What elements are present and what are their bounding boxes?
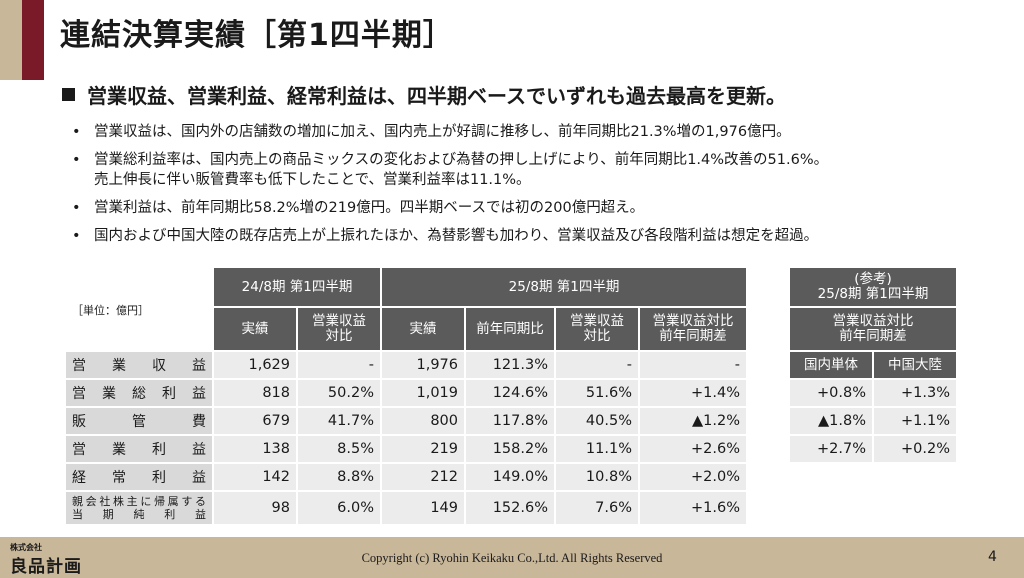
cell-diff: +2.0% <box>640 464 746 490</box>
table-row: 経常利益 142 8.8% 212 149.0% 10.8% +2.0% <box>66 464 746 490</box>
cell-prev-ratio: 8.5% <box>298 436 380 462</box>
cell-prev-ratio: 50.2% <box>298 380 380 406</box>
cell-diff: ▲1.2% <box>640 408 746 434</box>
cell-curr-actual: 800 <box>382 408 464 434</box>
cell-prev-actual: 142 <box>214 464 296 490</box>
cell-prev-actual: 138 <box>214 436 296 462</box>
table-row: 親会社株主に帰属する 当期純利益 98 6.0% 149 152.6% 7.6% … <box>66 492 746 524</box>
cell-yoy: 121.3% <box>466 352 554 378</box>
row-label: 営業収益 <box>66 352 212 378</box>
cell-china: +0.2% <box>874 436 956 462</box>
cell-prev-ratio: 41.7% <box>298 408 380 434</box>
header-curr-period: 25/8期 第1四半期 <box>382 268 746 306</box>
cell-curr-actual: 1,019 <box>382 380 464 406</box>
left-accent-bar <box>0 0 22 80</box>
bullet-item: 営業利益は、前年同期比58.2%増の219億円。四半期ベースでは初の200億円超… <box>72 198 1012 218</box>
slide-title: 連結決算実績［第1四半期］ <box>60 18 454 53</box>
headline: 営業収益、営業利益、経常利益は、四半期ベースでいずれも過去最高を更新。 <box>62 80 786 109</box>
row-label: 経常利益 <box>66 464 212 490</box>
footer-band <box>0 537 1024 578</box>
ref-header-domestic: 国内単体 <box>790 352 872 378</box>
cell-yoy: 149.0% <box>466 464 554 490</box>
ref-header-china: 中国大陸 <box>874 352 956 378</box>
ref-header-title: (参考) 25/8期 第1四半期 <box>790 268 956 306</box>
results-table: ［単位：億円］ 24/8期 第1四半期 25/8期 第1四半期 実績 営業収益対… <box>64 266 748 526</box>
bullet-list: 営業収益は、国内外の店舗数の増加に加え、国内売上が好調に推移し、前年同期比21.… <box>72 122 1012 254</box>
cell-curr-ratio: 11.1% <box>556 436 638 462</box>
row-label: 親会社株主に帰属する 当期純利益 <box>66 492 212 524</box>
cell-curr-actual: 212 <box>382 464 464 490</box>
table-row: +0.8% +1.3% <box>790 380 956 406</box>
cell-prev-actual: 1,629 <box>214 352 296 378</box>
header-diff: 営業収益対比 前年同期差 <box>640 308 746 350</box>
square-bullet-icon <box>62 88 75 101</box>
company-prefix: 株式会社 <box>10 543 42 552</box>
bullet-item: 営業総利益率は、国内売上の商品ミックスの変化および為替の押し上げにより、前年同期… <box>72 150 1012 190</box>
cell-diff: +1.6% <box>640 492 746 524</box>
table-row: 営業収益 1,629 - 1,976 121.3% - - <box>66 352 746 378</box>
row-label: 営業総利益 <box>66 380 212 406</box>
row-label: 販管費 <box>66 408 212 434</box>
cell-domestic: ▲1.8% <box>790 408 872 434</box>
table-row: 営業利益 138 8.5% 219 158.2% 11.1% +2.6% <box>66 436 746 462</box>
cell-prev-ratio: 8.8% <box>298 464 380 490</box>
bullet-item: 営業収益は、国内外の店舗数の増加に加え、国内売上が好調に推移し、前年同期比21.… <box>72 122 1012 142</box>
ref-header-sub: 営業収益対比 前年同期差 <box>790 308 956 350</box>
table-row: 営業総利益 818 50.2% 1,019 124.6% 51.6% +1.4% <box>66 380 746 406</box>
cell-curr-ratio: 51.6% <box>556 380 638 406</box>
cell-yoy: 117.8% <box>466 408 554 434</box>
table-row: 販管費 679 41.7% 800 117.8% 40.5% ▲1.2% <box>66 408 746 434</box>
cell-domestic: +0.8% <box>790 380 872 406</box>
header-yoy: 前年同期比 <box>466 308 554 350</box>
copyright-text: Copyright (c) Ryohin Keikaku Co.,Ltd. Al… <box>361 551 663 565</box>
cell-prev-actual: 818 <box>214 380 296 406</box>
cell-yoy: 158.2% <box>466 436 554 462</box>
cell-prev-ratio: - <box>298 352 380 378</box>
unit-label: ［単位：億円］ <box>66 268 212 350</box>
header-prev-ratio: 営業収益 対比 <box>298 308 380 350</box>
cell-prev-actual: 98 <box>214 492 296 524</box>
cell-china: +1.1% <box>874 408 956 434</box>
cell-prev-actual: 679 <box>214 408 296 434</box>
cell-prev-ratio: 6.0% <box>298 492 380 524</box>
table-row: +2.7% +0.2% <box>790 436 956 462</box>
header-curr-ratio: 営業収益 対比 <box>556 308 638 350</box>
cell-curr-ratio: 10.8% <box>556 464 638 490</box>
bullet-line: 営業総利益率は、国内売上の商品ミックスの変化および為替の押し上げにより、前年同期… <box>94 152 829 168</box>
cell-curr-actual: 219 <box>382 436 464 462</box>
header-curr-actual: 実績 <box>382 308 464 350</box>
cell-diff: +1.4% <box>640 380 746 406</box>
cell-curr-ratio: 7.6% <box>556 492 638 524</box>
cell-diff: +2.6% <box>640 436 746 462</box>
reference-table: (参考) 25/8期 第1四半期 営業収益対比 前年同期差 国内単体 中国大陸 +0… <box>788 266 958 464</box>
company-logo: 良品計画 <box>10 557 82 577</box>
bullet-item: 国内および中国大陸の既存店売上が上振れたほか、為替影響も加わり、営業収益及び各段… <box>72 226 1012 246</box>
cell-curr-actual: 149 <box>382 492 464 524</box>
cell-domestic: +2.7% <box>790 436 872 462</box>
headline-text: 営業収益、営業利益、経常利益は、四半期ベースでいずれも過去最高を更新。 <box>87 84 786 108</box>
cell-china: +1.3% <box>874 380 956 406</box>
cell-curr-ratio: - <box>556 352 638 378</box>
cell-yoy: 152.6% <box>466 492 554 524</box>
header-prev-actual: 実績 <box>214 308 296 350</box>
cell-curr-ratio: 40.5% <box>556 408 638 434</box>
bullet-line: 売上伸長に伴い販管費率も低下したことで、営業利益率は11.1%。 <box>94 172 531 188</box>
title-accent-bar <box>22 0 44 80</box>
row-label: 営業利益 <box>66 436 212 462</box>
cell-yoy: 124.6% <box>466 380 554 406</box>
page-number: 4 <box>988 549 997 565</box>
cell-curr-actual: 1,976 <box>382 352 464 378</box>
header-prev-period: 24/8期 第1四半期 <box>214 268 380 306</box>
cell-diff: - <box>640 352 746 378</box>
table-row: ▲1.8% +1.1% <box>790 408 956 434</box>
